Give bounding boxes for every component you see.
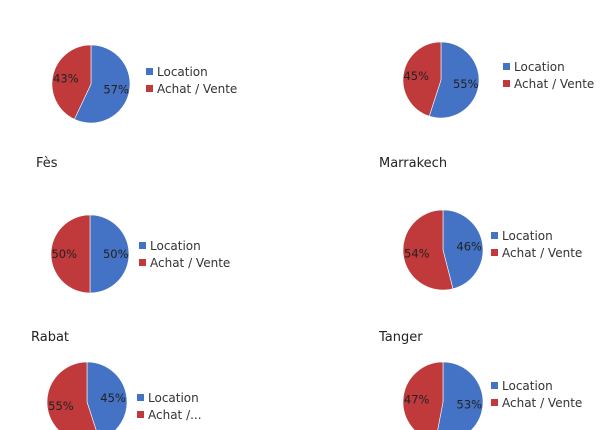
legend-swatch-achat-vente bbox=[491, 249, 498, 256]
pie-chart-2: 50% 50% Location Achat / Vente bbox=[50, 214, 230, 294]
chart-title-rabat: Rabat bbox=[31, 330, 70, 345]
legend-label-location: Location bbox=[502, 379, 553, 393]
data-label-location: 45% bbox=[100, 391, 126, 405]
legend-label-achat-vente: Achat / Vente bbox=[502, 396, 582, 410]
data-label-achat-vente: 47% bbox=[404, 393, 430, 407]
pie-slice-achat-vente bbox=[402, 361, 444, 430]
legend-label-location: Location bbox=[148, 391, 199, 405]
data-label-location: 46% bbox=[456, 240, 482, 254]
legend-swatch-achat-vente bbox=[503, 80, 510, 87]
pie-slice-location bbox=[86, 361, 128, 430]
legend-swatch-achat-vente bbox=[139, 259, 146, 266]
chart-title-fes: Fès bbox=[36, 156, 58, 171]
data-label-achat-vente: 55% bbox=[48, 399, 74, 413]
chart-title-marrakech: Marrakech bbox=[379, 156, 448, 171]
pie-chart-4: 45% 55% Location Achat /... bbox=[46, 361, 202, 430]
data-label-achat-vente: 43% bbox=[53, 71, 79, 85]
legend-swatch-location bbox=[491, 232, 498, 239]
pie-chart-3: 46% 54% Location Achat / Vente bbox=[402, 209, 582, 291]
legend-swatch-achat-vente bbox=[146, 85, 153, 92]
pie-slice-achat-vente bbox=[46, 361, 97, 430]
pie-slice-location bbox=[442, 209, 484, 290]
pie-slice-location bbox=[437, 361, 484, 430]
legend-swatch-location bbox=[503, 63, 510, 70]
pie-slice-achat-vente bbox=[51, 44, 92, 120]
data-label-location: 53% bbox=[457, 397, 483, 411]
data-label-location: 57% bbox=[103, 83, 129, 97]
legend-label-location: Location bbox=[514, 60, 565, 74]
legend-swatch-achat-vente bbox=[137, 411, 144, 418]
data-label-location: 55% bbox=[453, 77, 479, 91]
pie-chart-5: 53% 47% Location Achat / Vente bbox=[402, 361, 582, 430]
data-label-achat-vente: 45% bbox=[403, 69, 429, 83]
legend-label-location: Location bbox=[502, 229, 553, 243]
data-label-achat-vente: 50% bbox=[51, 247, 77, 261]
legend-label-achat-vente: Achat / Vente bbox=[157, 82, 237, 96]
data-label-achat-vente: 54% bbox=[404, 246, 430, 260]
legend-swatch-location bbox=[137, 394, 144, 401]
pie-chart-0: 57% 43% Location Achat / Vente bbox=[51, 44, 237, 124]
legend-label-achat-vente: Achat / Vente bbox=[502, 246, 582, 260]
pie-slice-location bbox=[89, 214, 130, 294]
pie-slice-location bbox=[428, 41, 480, 119]
pie-chart-1: 55% 45% Location Achat / Vente bbox=[402, 41, 594, 119]
pie-slice-achat-vente bbox=[402, 209, 454, 291]
legend-label-location: Location bbox=[157, 65, 208, 79]
legend-label-location: Location bbox=[150, 239, 201, 253]
chart-title-tanger: Tanger bbox=[379, 330, 423, 345]
legend-swatch-location bbox=[491, 382, 498, 389]
legend-label-achat-vente: Achat / Vente bbox=[150, 256, 230, 270]
legend-swatch-achat-vente bbox=[491, 399, 498, 406]
pie-slice-location bbox=[73, 44, 131, 124]
legend-label-achat-vente: Achat /... bbox=[148, 408, 202, 422]
legend-swatch-location bbox=[139, 242, 146, 249]
legend-swatch-location bbox=[146, 68, 153, 75]
pie-slice-achat-vente bbox=[50, 214, 91, 294]
data-label-location: 50% bbox=[103, 247, 129, 261]
pie-slice-achat-vente bbox=[402, 41, 442, 117]
legend-label-achat-vente: Achat / Vente bbox=[514, 77, 594, 91]
